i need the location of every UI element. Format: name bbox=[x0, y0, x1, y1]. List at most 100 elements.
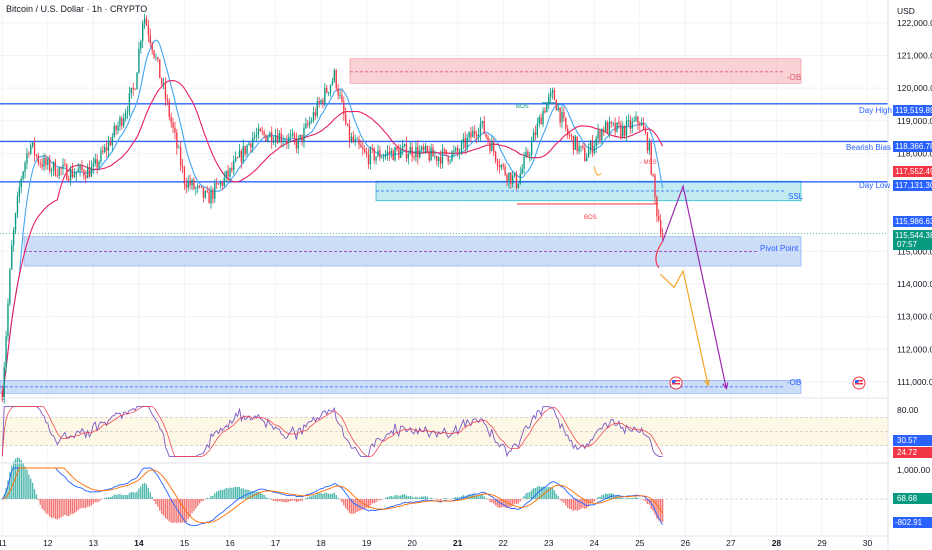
projection-arrowhead bbox=[703, 379, 711, 387]
candle bbox=[546, 103, 548, 113]
us-flag-icon-2[interactable] bbox=[852, 376, 866, 390]
candle bbox=[22, 171, 24, 179]
macd-histogram-bar bbox=[633, 497, 635, 499]
candle bbox=[348, 125, 351, 142]
candle bbox=[487, 136, 489, 142]
macd-histogram-bar bbox=[126, 495, 129, 499]
candle bbox=[398, 149, 400, 158]
candle bbox=[316, 101, 318, 116]
candle bbox=[420, 146, 423, 151]
candle bbox=[510, 172, 512, 184]
candle bbox=[227, 170, 229, 177]
projection-arrowhead bbox=[722, 382, 729, 390]
macd-histogram-bar bbox=[257, 491, 260, 499]
macd-histogram-bar bbox=[513, 499, 516, 504]
projection-orange bbox=[659, 269, 709, 386]
macd-histogram-bar bbox=[200, 499, 203, 502]
macd-histogram-bar bbox=[491, 499, 493, 503]
candle bbox=[436, 156, 438, 162]
macd-histogram-bar bbox=[217, 490, 220, 499]
macd-histogram-bar bbox=[267, 498, 269, 499]
candle bbox=[202, 187, 205, 198]
ob-top-label: -OB bbox=[787, 73, 801, 82]
candle bbox=[529, 154, 531, 156]
candle bbox=[261, 131, 263, 133]
macd-histogram-bar bbox=[555, 493, 558, 499]
candle bbox=[403, 143, 406, 147]
macd-histogram-bar bbox=[494, 499, 497, 506]
macd-histogram-bar bbox=[587, 499, 590, 507]
macd-histogram-bar bbox=[28, 474, 30, 499]
candle bbox=[195, 187, 197, 189]
candle bbox=[157, 57, 159, 60]
candle bbox=[392, 150, 394, 161]
candle bbox=[102, 150, 104, 152]
candle bbox=[513, 173, 516, 176]
candle bbox=[299, 134, 301, 139]
macd-histogram-bar bbox=[45, 499, 47, 514]
candle bbox=[197, 185, 199, 188]
candle bbox=[322, 100, 324, 104]
candle bbox=[291, 133, 294, 136]
macd-histogram-bar bbox=[83, 499, 85, 508]
macd-histogram-bar bbox=[475, 495, 478, 499]
candle bbox=[170, 116, 172, 123]
macd-histogram-bar bbox=[557, 496, 559, 499]
macd-histogram-bar bbox=[601, 495, 603, 499]
candle bbox=[94, 159, 96, 164]
macd-histogram-bar bbox=[565, 499, 567, 506]
macd-histogram-bar bbox=[185, 499, 188, 522]
macd-histogram-bar bbox=[417, 497, 419, 499]
macd-histogram-bar bbox=[394, 495, 396, 499]
candle bbox=[587, 150, 590, 158]
macd-histogram-bar bbox=[104, 497, 106, 499]
candle bbox=[121, 118, 123, 126]
candle bbox=[272, 141, 275, 143]
candle bbox=[388, 151, 391, 155]
macd-histogram-bar bbox=[291, 499, 294, 501]
candle bbox=[96, 159, 98, 168]
macd-histogram-bar bbox=[534, 487, 537, 499]
candle bbox=[620, 124, 622, 137]
candle bbox=[324, 87, 326, 104]
candle bbox=[223, 177, 225, 186]
macd-histogram-bar bbox=[100, 499, 102, 500]
bos-bottom-label: BOS bbox=[584, 215, 597, 221]
macd-histogram-bar bbox=[481, 494, 484, 499]
macd-histogram-bar bbox=[128, 493, 131, 499]
candle bbox=[47, 159, 49, 165]
candle bbox=[506, 174, 508, 182]
candle bbox=[119, 118, 121, 126]
candle bbox=[1, 391, 3, 400]
macd-histogram-bar bbox=[37, 499, 40, 501]
macd-histogram-bar bbox=[367, 499, 370, 509]
candle bbox=[644, 128, 647, 134]
macd-histogram-bar bbox=[420, 496, 423, 499]
candle bbox=[214, 182, 216, 199]
candle bbox=[288, 136, 290, 143]
macd-histogram-bar bbox=[455, 496, 457, 499]
candle bbox=[62, 164, 64, 169]
macd-histogram-bar bbox=[263, 495, 265, 499]
macd-histogram-bar bbox=[187, 499, 189, 520]
macd-histogram-bar bbox=[98, 499, 100, 502]
candle bbox=[441, 149, 444, 164]
candle bbox=[500, 164, 502, 168]
candle bbox=[358, 139, 360, 145]
chart-title: Bitcoin / U.S. Dollar · 1h · CRYPTO bbox=[6, 4, 147, 14]
macd-histogram-bar bbox=[413, 497, 415, 499]
candle bbox=[595, 138, 597, 147]
candle bbox=[642, 122, 645, 129]
candle bbox=[413, 156, 415, 158]
candle bbox=[561, 112, 563, 123]
macd-histogram-bar bbox=[105, 497, 108, 499]
us-flag-icon[interactable] bbox=[669, 376, 683, 390]
candle bbox=[246, 145, 248, 155]
candle bbox=[549, 92, 552, 97]
macd-histogram-bar bbox=[54, 499, 57, 519]
candle bbox=[155, 57, 157, 58]
macd-histogram-bar bbox=[269, 498, 271, 499]
day-high-label: Day High bbox=[859, 106, 892, 115]
macd-histogram-bar bbox=[153, 499, 155, 502]
